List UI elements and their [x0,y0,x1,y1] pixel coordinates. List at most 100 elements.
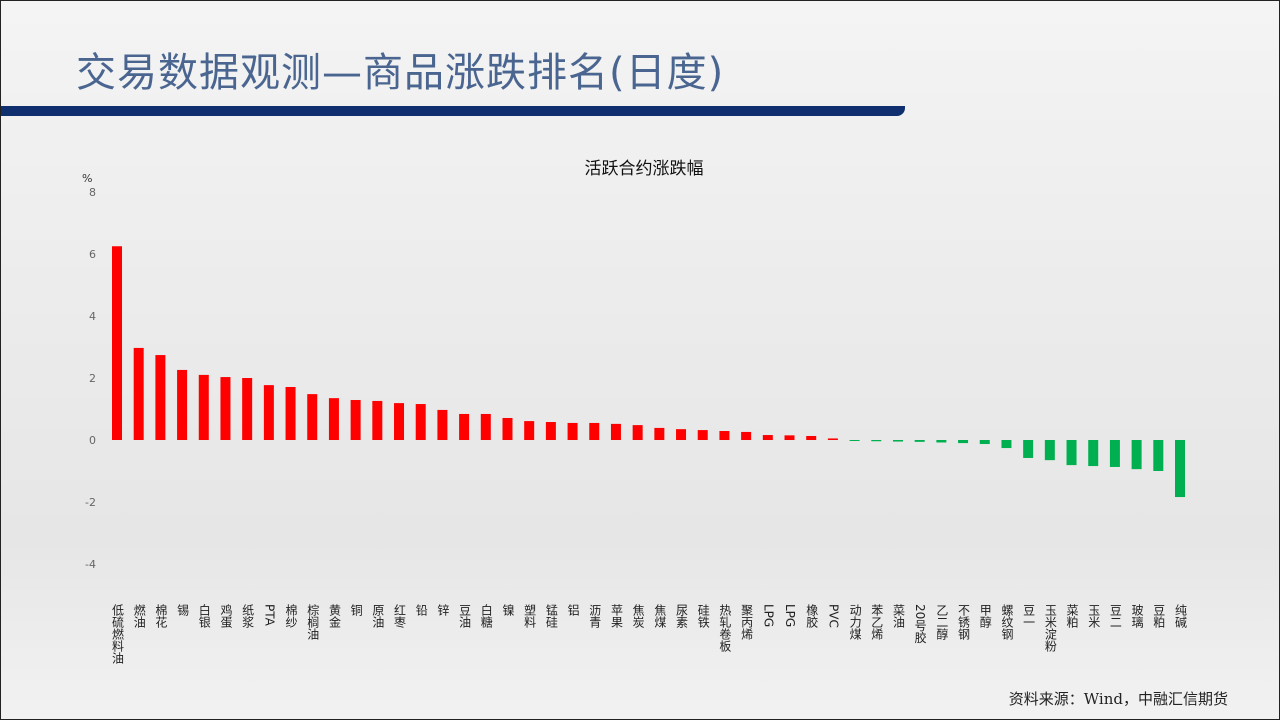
x-tick-label: 纸浆 [240,604,255,628]
x-tick-label: 豆一 [1021,604,1036,628]
bar [372,400,383,440]
x-tick-label: 镍 [500,604,515,616]
source-note: 资料来源：Wind，中融汇信期货 [1008,690,1228,708]
x-tick-label: 棉花 [153,604,168,628]
x-tick-label: 白银 [197,604,212,628]
bar [892,440,903,442]
x-tick-label: 锡 [175,604,190,616]
x-tick-label: 热轧卷板 [717,604,732,652]
bar [285,386,296,440]
x-tick-label: 焦炭 [631,604,646,628]
bar [979,440,990,445]
bar [459,413,470,440]
y-tick-label: 8 [89,186,96,199]
y-tick-label: 0 [89,434,96,447]
y-tick-label: 2 [89,372,96,385]
bar [719,431,730,440]
x-tick-label: 铝 [566,604,581,616]
x-tick-label: 螺纹钢 [999,604,1014,640]
y-axis-unit: % [82,172,93,185]
x-tick-label: 不锈钢 [956,604,971,640]
x-tick-label: 纯碱 [1173,604,1188,628]
x-tick-label: 玻璃 [1130,604,1145,628]
bar [1153,440,1164,471]
bar [762,435,773,440]
x-tick-label: 硅铁 [696,604,711,628]
bar [1088,440,1099,467]
bar [697,430,708,440]
bar [198,374,209,440]
bar [155,355,166,440]
x-tick-label: 豆二 [1108,604,1123,628]
x-tick-label: LPG [783,604,797,628]
bar [676,429,687,440]
x-tick-label: 动力煤 [848,604,863,640]
x-tick-label: 豆油 [457,604,472,628]
bar [567,422,578,440]
bar [827,438,838,440]
x-tick-label: 乙二醇 [934,604,949,640]
bar [415,404,426,440]
bar [545,422,556,440]
bar [480,413,491,440]
x-tick-label: 白糖 [479,604,494,628]
x-tick-label: 苯乙烯 [869,604,884,640]
x-tick-label: 锰硅 [544,604,559,628]
bar [1023,440,1034,458]
bar [632,425,643,440]
bar [914,440,925,442]
x-tick-label: 鸡蛋 [218,604,233,628]
bar [177,369,188,440]
bar [589,422,600,440]
bar [524,421,535,440]
y-tick-label: 4 [89,310,96,323]
bar [1066,440,1077,466]
bar [849,440,860,441]
x-tick-label: 玉米 [1086,604,1101,628]
x-tick-label: 豆粕 [1151,604,1166,628]
x-tick-label: 棉纱 [284,604,299,628]
y-tick-label: 6 [89,248,96,261]
x-tick-label: 玉米淀粉 [1043,604,1058,652]
x-tick-label: 橡胶 [804,604,819,628]
x-tick-label: 聚丙烯 [739,604,754,640]
bar [263,385,274,440]
bar [220,377,231,440]
bar [394,403,405,440]
y-tick-label: -4 [85,558,96,571]
bar [350,400,361,440]
x-tick-label: 铅 [414,604,429,616]
bar [741,431,752,440]
x-tick-label: 低硫燃料油 [110,604,125,664]
x-tick-label: 尿素 [674,604,689,628]
chart-title: 活跃合约涨跌幅 [584,159,704,179]
bar [1001,440,1012,449]
bar [784,435,795,440]
header-band [0,106,905,116]
x-tick-label: 铜 [349,604,364,616]
x-tick-label: PTA [262,604,277,626]
x-tick-label: 燃油 [132,604,147,628]
x-tick-label: LPG [761,604,776,628]
bar [1109,440,1120,467]
x-tick-label: 沥青 [587,604,602,628]
x-tick-label: 锌 [435,604,450,616]
x-tick-label: 焦煤 [652,604,667,628]
bar [1131,440,1142,470]
bar [502,417,513,440]
bar [133,347,144,440]
x-tick-label: 红枣 [392,604,407,628]
x-tick-label: 20号胶 [913,604,928,644]
bar [112,246,122,440]
x-tick-label: 甲醇 [978,604,993,628]
bar [871,440,882,442]
bar [936,440,947,443]
bar [654,427,665,440]
bar [328,398,339,440]
x-tick-label: PVC [826,604,841,628]
x-tick-label: 苹果 [609,604,624,628]
bar [610,423,621,440]
x-tick-label: 原油 [370,604,385,628]
bar [958,440,969,444]
